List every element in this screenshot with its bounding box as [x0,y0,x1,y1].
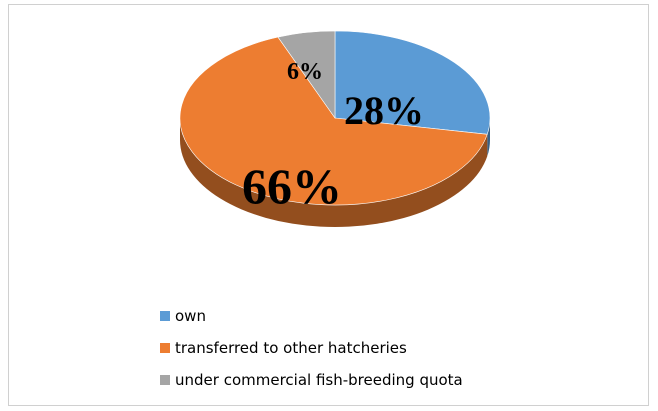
legend-swatch-quota [160,375,170,385]
pie-slice-transferred [179,36,488,206]
data-label-transferred: 66% [242,158,342,214]
legend-item-own: own [160,306,463,326]
legend-label-quota: under commercial fish-breeding quota [175,371,463,389]
legend-item-transferred: transferred to other hatcheries [160,338,463,358]
pie-labels: 28%66% 6% [242,59,424,214]
data-label-own: 28% [344,88,424,133]
data-label-quota: 6% [287,59,323,85]
legend-swatch-transferred [160,343,170,353]
legend-item-quota: under commercial fish-breeding quota [160,370,463,390]
legend-label-transferred: transferred to other hatcheries [175,339,407,357]
pie-slice-own [334,30,491,135]
legend: own transferred to other hatcheries unde… [160,306,463,402]
legend-swatch-own [160,311,170,321]
pie-side-transferred [180,118,488,228]
pie-slice-quota [277,30,336,119]
pie-top [179,30,491,206]
legend-label-own: own [175,307,206,325]
